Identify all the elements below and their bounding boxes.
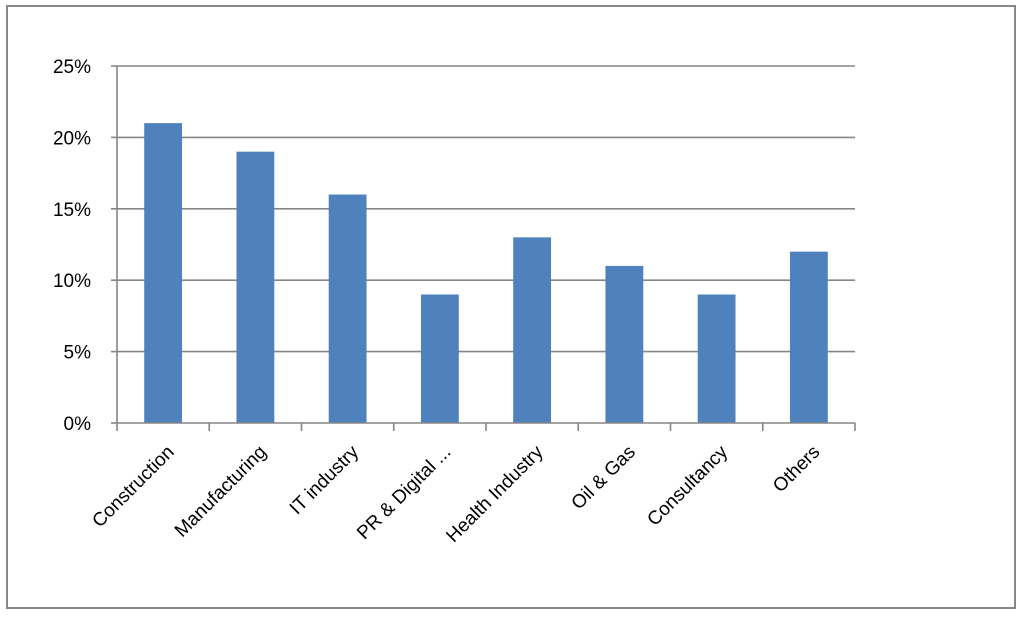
bar-oil-gas	[605, 265, 644, 423]
bar-manufacturing	[236, 151, 275, 423]
x-category-label: PR & Digital ...	[353, 442, 455, 544]
bar-it-industry	[328, 194, 367, 423]
x-category-label: Oil & Gas	[568, 442, 640, 514]
y-tick-label: 0%	[64, 414, 92, 435]
x-category-label: Health Industry	[442, 441, 548, 547]
bar-others	[789, 251, 828, 423]
y-tick-label: 10%	[53, 271, 91, 292]
bar-consultancy	[697, 294, 736, 423]
y-tick-label: 25%	[53, 57, 91, 78]
y-tick-labels: 0% 5% 10% 15% 20% 25%	[53, 57, 91, 435]
bar-construction	[144, 123, 183, 424]
x-category-label: Manufacturing	[171, 442, 271, 542]
x-category-label: Construction	[88, 442, 178, 532]
bar-pr-digital	[420, 294, 459, 423]
bar-health-industry	[513, 237, 552, 423]
x-category-label: Consultancy	[643, 441, 732, 530]
bars	[144, 123, 828, 424]
y-tick-label: 5%	[64, 343, 92, 364]
axes	[116, 66, 856, 431]
x-category-label: IT industry	[286, 441, 364, 519]
x-category-label: Others	[769, 442, 824, 497]
y-tick-label: 20%	[53, 128, 91, 149]
gridlines	[111, 65, 855, 424]
y-tick-label: 15%	[53, 200, 91, 221]
